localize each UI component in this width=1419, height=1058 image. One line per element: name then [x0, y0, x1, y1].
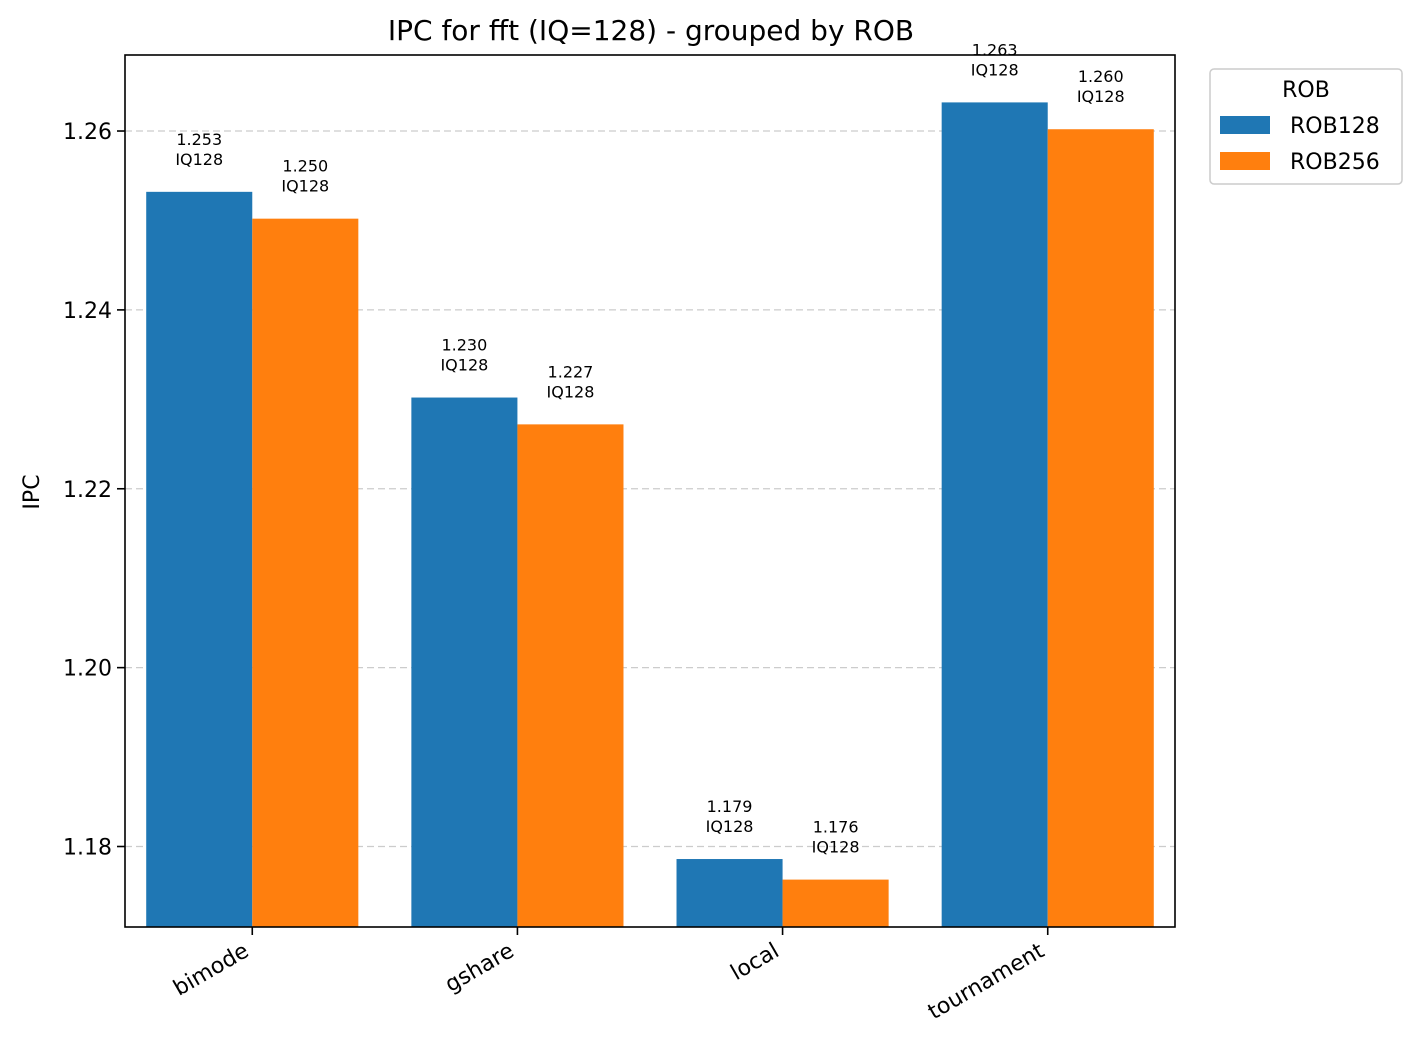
bar-sub-label: IQ128 — [281, 177, 329, 196]
bar-value-label: 1.250 — [282, 157, 328, 176]
y-tick-label: 1.20 — [63, 657, 112, 682]
x-ticks: bimode gshare local tournament — [169, 927, 1049, 1025]
bar-rob256 — [252, 218, 359, 927]
bar-value-label: 1.260 — [1078, 67, 1124, 86]
bar-rob256 — [517, 424, 624, 927]
plot-frame — [124, 54, 1176, 928]
x-tick-label: gshare — [441, 939, 518, 998]
legend-swatch-rob256 — [1220, 152, 1270, 170]
legend-swatch-rob128 — [1220, 116, 1270, 134]
legend-title: ROB — [1282, 78, 1330, 103]
bar-sub-label: IQ128 — [175, 150, 223, 169]
bar-sub-label: IQ128 — [706, 817, 754, 836]
bar-rob256 — [782, 879, 889, 927]
legend-label-rob256[interactable]: ROB256 — [1290, 150, 1380, 175]
bar-rob128 — [411, 397, 518, 927]
bar-sub-label: IQ128 — [812, 838, 860, 857]
bar-rob256 — [1047, 129, 1154, 927]
bar-rob128 — [146, 191, 253, 928]
bar-value-label: 1.179 — [707, 797, 753, 816]
bar-value-label: 1.176 — [813, 818, 859, 837]
bars — [146, 102, 1154, 928]
x-tick-label: local — [727, 939, 784, 986]
bar-sub-label: IQ128 — [547, 382, 595, 401]
bar-labels: 1.253IQ1281.230IQ1281.179IQ1281.263IQ128… — [175, 40, 1124, 856]
x-tick-label: bimode — [169, 939, 253, 1002]
bar-rob128 — [676, 859, 783, 927]
y-ticks: 1.18 1.20 1.22 1.24 1.26 — [63, 120, 125, 861]
bar-sub-label: IQ128 — [971, 60, 1019, 79]
y-axis-label: IPC — [20, 474, 45, 509]
y-tick-label: 1.22 — [63, 478, 112, 503]
chart-title: IPC for fft (IQ=128) - grouped by ROB — [388, 14, 914, 47]
bar-value-label: 1.253 — [176, 130, 222, 149]
bar-value-label: 1.230 — [441, 336, 487, 355]
bar-value-label: 1.227 — [548, 362, 594, 381]
bar-rob128 — [941, 102, 1048, 928]
y-tick-label: 1.26 — [63, 120, 112, 145]
bar-sub-label: IQ128 — [1077, 87, 1125, 106]
bar-value-label: 1.263 — [972, 40, 1018, 59]
legend-items: ROB128 ROB256 — [1220, 114, 1380, 175]
bar-sub-label: IQ128 — [440, 356, 488, 375]
legend[interactable]: ROB ROB128 ROB256 — [1209, 68, 1403, 185]
y-tick-label: 1.24 — [63, 299, 112, 324]
x-tick-label: tournament — [924, 938, 1049, 1025]
legend-label-rob128[interactable]: ROB128 — [1290, 114, 1380, 139]
y-tick-label: 1.18 — [63, 836, 112, 861]
